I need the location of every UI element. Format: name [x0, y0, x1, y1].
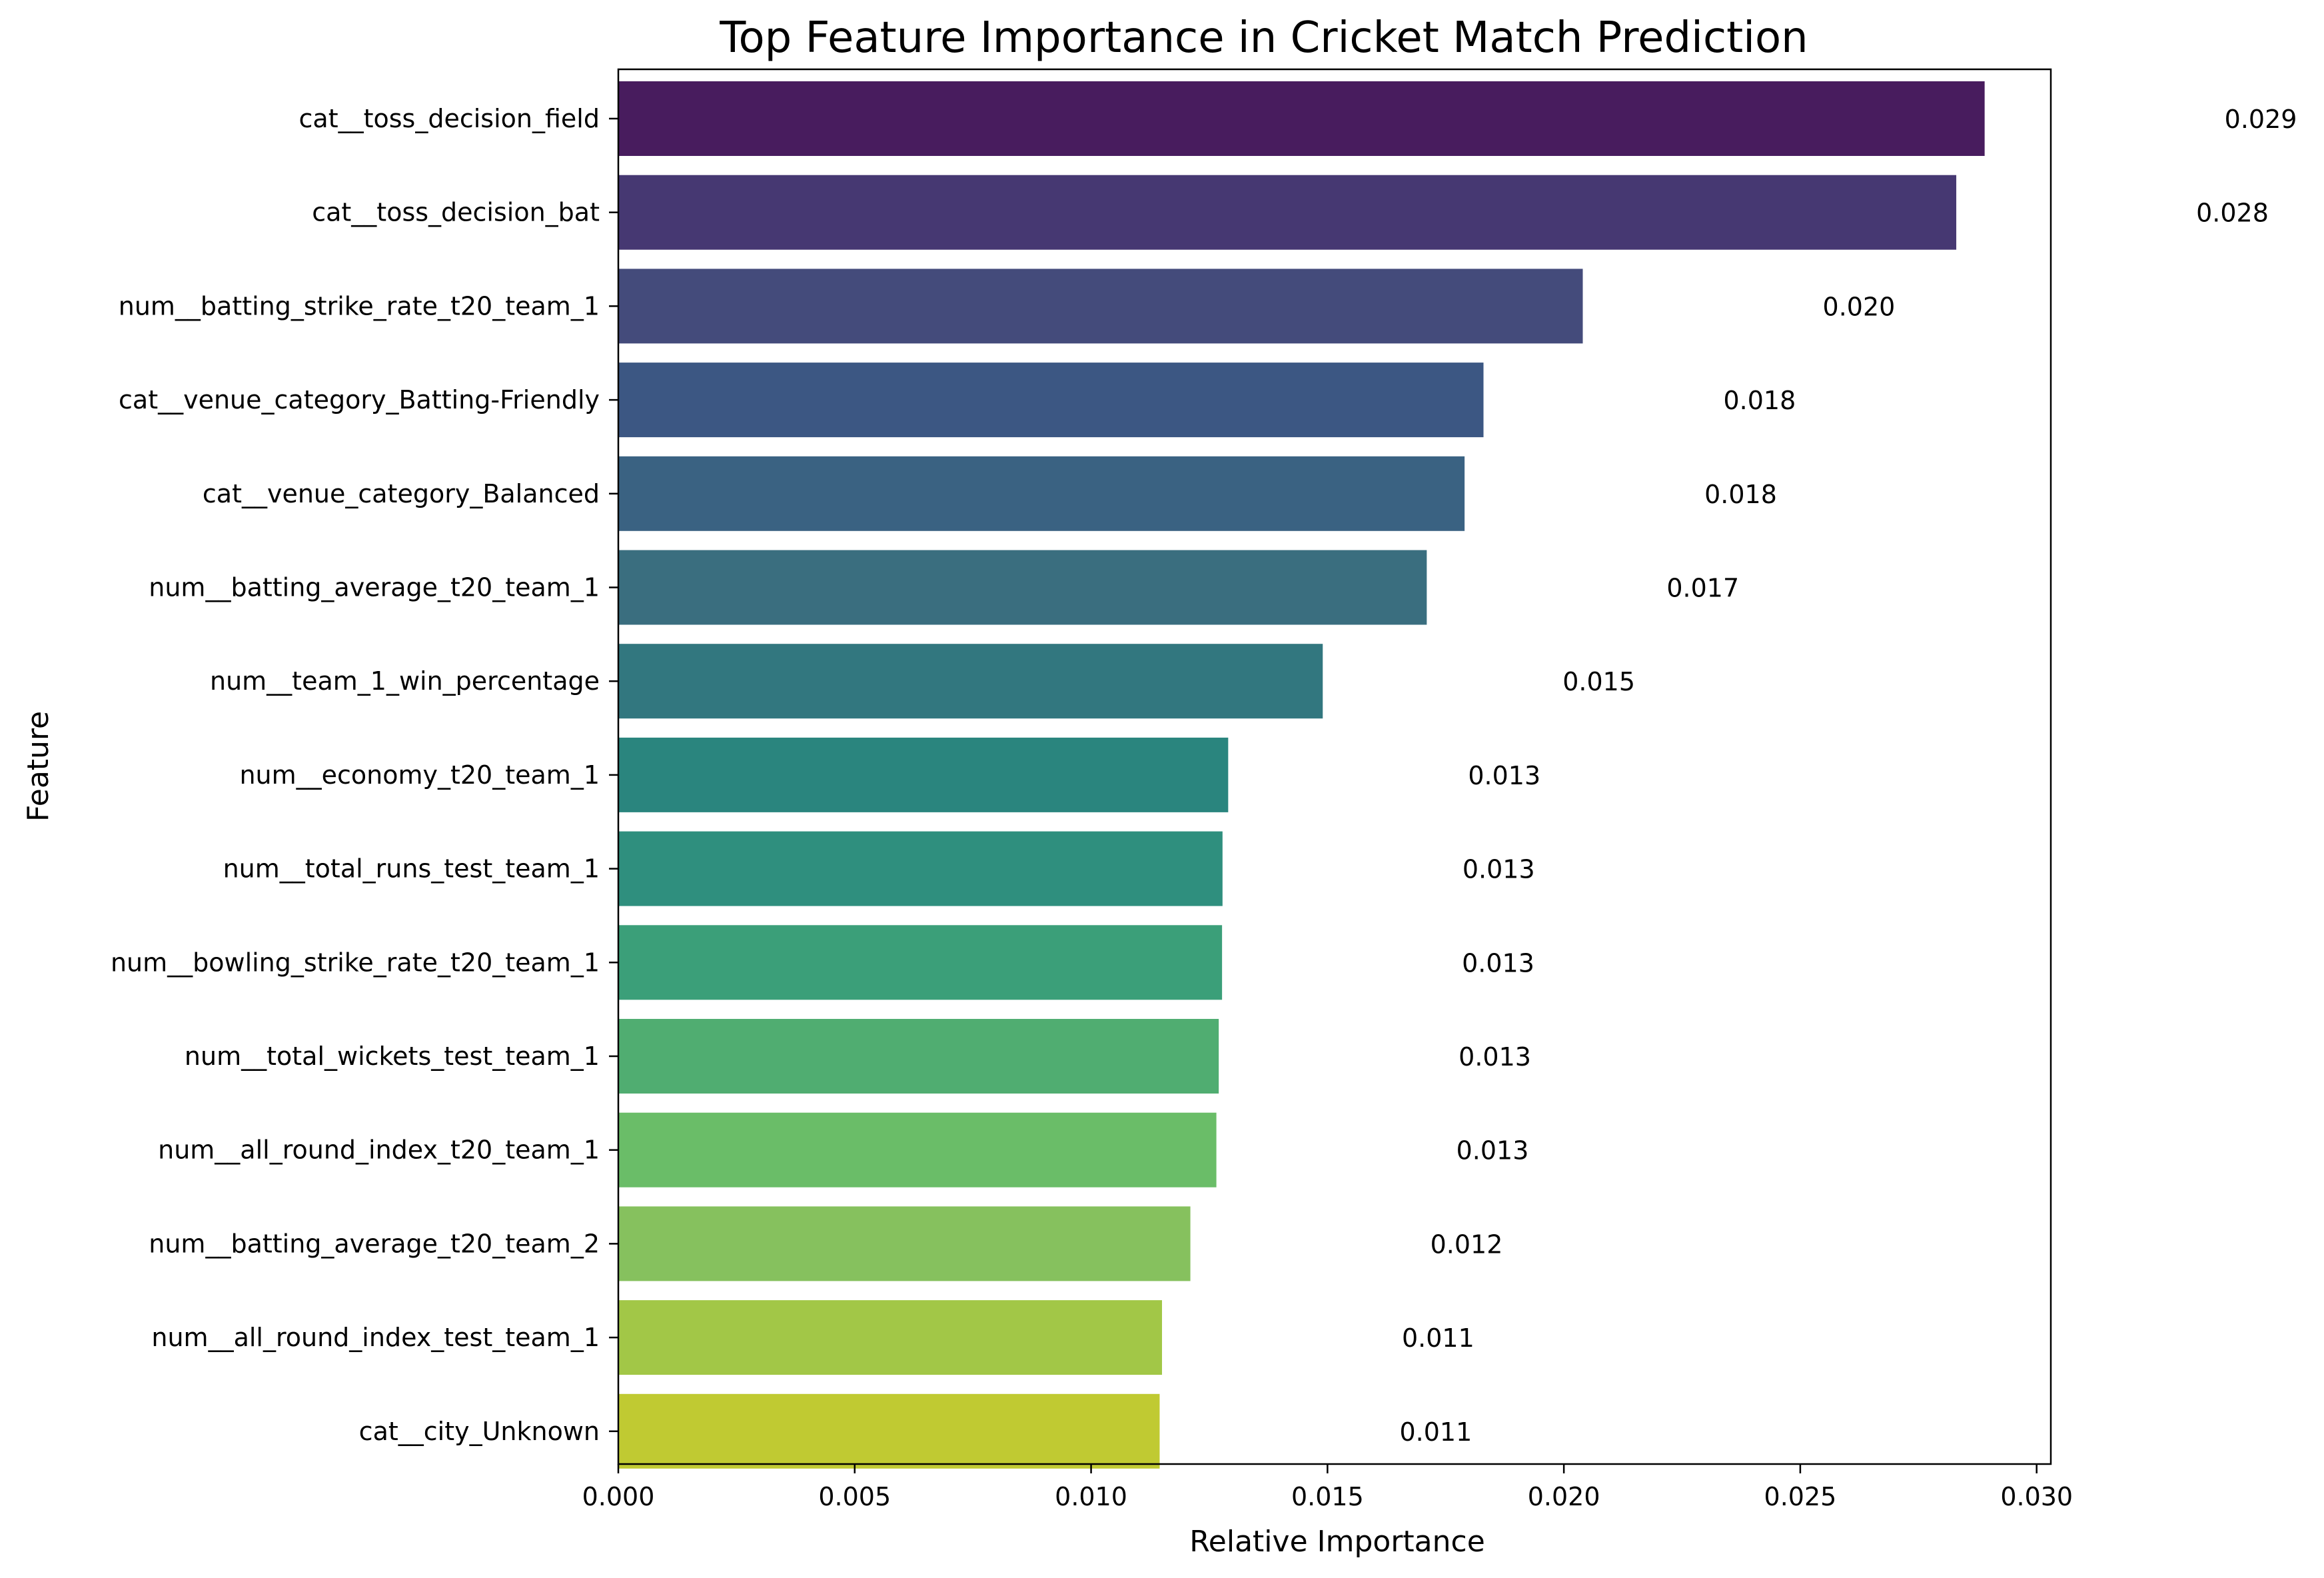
chart-title: Top Feature Importance in Cricket Match … [719, 13, 1808, 63]
bar-num__economy_t20_team_1 [618, 737, 1229, 812]
value-label: 0.013 [1456, 1136, 1529, 1166]
y-axis-label: Feature [21, 711, 55, 822]
bar-cat__city_Unknown [618, 1393, 1160, 1469]
bar-num__total_runs_test_team_1 [618, 831, 1223, 906]
x-tick-label: 0.015 [1291, 1482, 1364, 1511]
bar-num__all_round_index_test_team_1 [618, 1300, 1163, 1375]
bar-num__total_wickets_test_team_1 [618, 1019, 1219, 1094]
x-tick-label: 0.000 [582, 1482, 655, 1511]
bar-num__batting_average_t20_team_2 [618, 1206, 1191, 1281]
y-tick-label: num__total_wickets_test_team_1 [185, 1042, 600, 1071]
value-label: 0.013 [1468, 761, 1540, 790]
bar-num__bowling_strike_rate_t20_team_1 [618, 925, 1223, 1000]
value-label: 0.020 [1823, 292, 1896, 321]
value-label: 0.018 [1704, 480, 1777, 509]
value-label: 0.015 [1562, 667, 1635, 696]
bar-num__batting_average_t20_team_1 [618, 550, 1427, 625]
value-label: 0.013 [1462, 948, 1534, 978]
bar-num__team_1_win_percentage [618, 644, 1323, 719]
bar-cat__toss_decision_field [618, 81, 1985, 156]
x-tick-label: 0.005 [818, 1482, 891, 1511]
value-labels-layer: 0.029 0.028 0.020 0.018 0.018 0.017 0.015 0.013… [1399, 105, 2297, 1447]
y-tick-label: num__economy_t20_team_1 [239, 760, 600, 790]
x-tick-label: 0.010 [1055, 1482, 1127, 1511]
x-axis-label: Relative Importance [1189, 1525, 1485, 1559]
plot-frame [617, 68, 2052, 1465]
y-tick-label: num__batting_average_t20_team_1 [149, 573, 600, 602]
y-tick-label: cat__venue_category_Balanced [203, 479, 600, 508]
bar-cat__toss_decision_bat [618, 175, 1957, 250]
bars-layer [618, 81, 1985, 1469]
value-label: 0.013 [1458, 1042, 1531, 1072]
y-tick-label: cat__venue_category_Batting-Friendly [119, 385, 600, 414]
y-tick-label: num__all_round_index_test_team_1 [151, 1323, 600, 1352]
value-label: 0.017 [1666, 574, 1739, 603]
bar-cat__venue_category_Balanced [618, 456, 1465, 531]
value-label: 0.013 [1462, 855, 1535, 884]
y-tick-label: num__total_runs_test_team_1 [223, 854, 600, 884]
x-tick-label: 0.030 [2000, 1482, 2073, 1511]
value-label: 0.011 [1399, 1417, 1472, 1447]
y-tick-label: cat__city_Unknown [359, 1417, 600, 1446]
x-axis-ticks: 0.000 0.005 0.010 0.015 0.020 0.025 0.030 [582, 1464, 2073, 1511]
bar-num__batting_strike_rate_t20_team_1 [618, 269, 1583, 344]
x-tick-label: 0.025 [1764, 1482, 1837, 1511]
value-label: 0.028 [2196, 199, 2269, 228]
value-label: 0.018 [1724, 386, 1796, 415]
y-tick-label: num__batting_strike_rate_t20_team_1 [119, 291, 600, 321]
y-axis-ticks: cat__toss_decision_field cat__toss_decisi… [111, 104, 618, 1446]
value-label: 0.029 [2225, 105, 2297, 134]
y-tick-label: cat__toss_decision_bat [312, 198, 600, 227]
value-label: 0.011 [1402, 1323, 1474, 1353]
y-tick-label: num__all_round_index_t20_team_1 [158, 1136, 600, 1165]
y-tick-label: num__team_1_win_percentage [210, 666, 600, 696]
y-tick-label: num__bowling_strike_rate_t20_team_1 [111, 948, 600, 977]
y-tick-label: cat__toss_decision_field [299, 104, 600, 133]
y-tick-label: num__batting_average_t20_team_2 [149, 1229, 600, 1258]
bar-num__all_round_index_t20_team_1 [618, 1112, 1217, 1187]
bar-cat__venue_category_Batting-Friendly [618, 363, 1484, 438]
x-tick-label: 0.020 [1528, 1482, 1600, 1511]
value-label: 0.012 [1431, 1229, 1503, 1259]
